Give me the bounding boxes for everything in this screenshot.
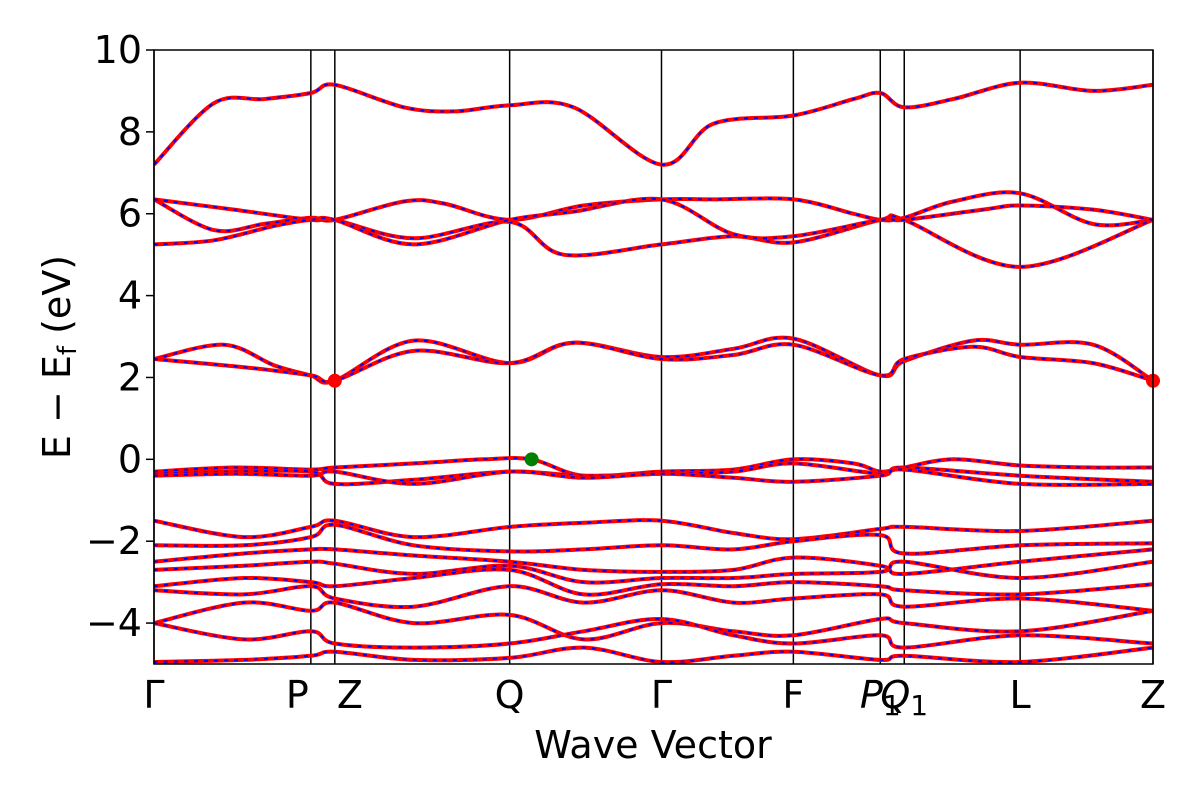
cbm-marker [327, 373, 342, 388]
band-line-overlay [154, 519, 1153, 541]
y-axis-ticks: −4 −2 0 2 4 6 8 10 [86, 28, 154, 645]
y-tick-label: 0 [118, 437, 142, 481]
y-tick-label: 6 [118, 192, 142, 236]
y-axis-title: E − Ef (eV) [35, 255, 83, 459]
x-tick-label: P [286, 673, 309, 717]
y-tick-label: 2 [118, 355, 142, 399]
band-line-overlay [154, 568, 1153, 596]
x-tick-label: Q [495, 673, 525, 717]
x-tick-label: Γ [143, 673, 164, 717]
band-line-overlay [154, 197, 1153, 246]
band-line [154, 197, 1153, 269]
x-tick-label: F [782, 673, 804, 717]
band-line [154, 600, 1153, 642]
y-tick-label: −2 [86, 519, 142, 563]
band-line-overlay [154, 198, 1153, 268]
x-tick-label: Γ [651, 673, 672, 717]
x-tick-label: Z [1140, 673, 1166, 717]
x-tick-label: Z [337, 673, 363, 717]
y-tick-label: −4 [86, 601, 142, 645]
band-line [154, 196, 1153, 247]
band-line [154, 518, 1153, 542]
band-line [154, 645, 1153, 664]
band-line-overlay [154, 468, 1153, 486]
band-line [154, 559, 1153, 585]
y-tick-label: 4 [118, 274, 142, 318]
band-line-overlay [154, 617, 1153, 649]
band-line [154, 340, 1153, 384]
y-tick-label: 8 [118, 110, 142, 154]
band-line-overlay [154, 523, 1153, 555]
x-tick-label: Q1 [880, 673, 928, 722]
extremum-markers [327, 373, 1160, 467]
x-tick-label: L [1010, 673, 1031, 717]
band-line-overlay [154, 585, 1153, 612]
x-axis-title: Wave Vector [534, 723, 772, 767]
band-line [154, 455, 1153, 479]
band-line-overlay [154, 547, 1153, 575]
band-line-overlay [154, 81, 1153, 166]
x-tick-label: P1 [860, 673, 901, 722]
band-line [154, 80, 1153, 167]
plot-frame [153, 49, 1154, 665]
vbm-marker [524, 452, 539, 467]
bands [154, 80, 1153, 664]
y-tick-label: 10 [94, 28, 142, 72]
